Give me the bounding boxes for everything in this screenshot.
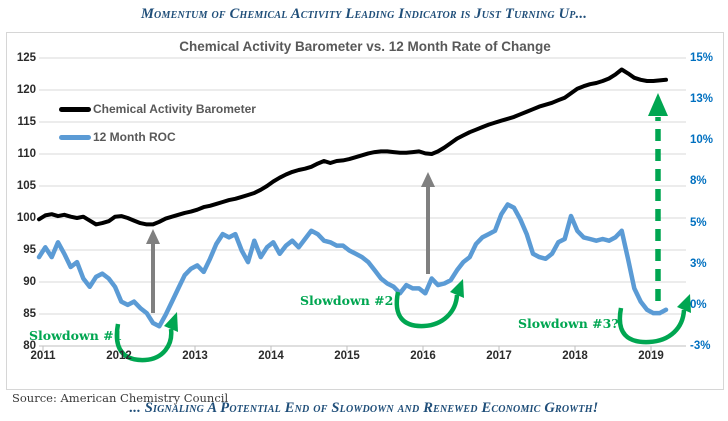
page-title-top: Momentum of Chemical Activity Leading In… — [140, 6, 588, 22]
x-tick-2015: 2015 — [334, 350, 360, 362]
y-right-tick-8%: 8% — [690, 175, 707, 188]
y-right-tick-10%: 10% — [690, 134, 714, 147]
y-left-tick-125: 125 — [16, 52, 36, 64]
source-note: Source: American Chemistry Council — [12, 391, 229, 405]
y-left-tick-105: 105 — [16, 180, 36, 192]
legend-row-roc: 12 Month ROC — [59, 123, 256, 151]
page-title-bottom: ... Signaling A Potential End of Slowdow… — [129, 400, 599, 416]
y-left-tick-95: 95 — [23, 244, 36, 256]
x-tick-2019: 2019 — [638, 350, 664, 362]
roc-line-series — [36, 202, 669, 329]
x-tick-2014: 2014 — [258, 350, 284, 362]
cab-line-swatch-icon — [59, 106, 91, 112]
recovery-arc-2 — [394, 279, 464, 329]
y-right-tick-3%: 3% — [690, 257, 707, 270]
y-right-tick-15%: 15% — [690, 52, 714, 64]
x-tick-2013: 2013 — [182, 350, 208, 362]
chart-title: Chemical Activity Barometer vs. 12 Month… — [179, 39, 551, 54]
y-left-tick-85: 85 — [23, 308, 36, 320]
chart-legend: Chemical Activity Barometer 12 Month ROC — [59, 95, 256, 151]
y-right-tick-5%: 5% — [690, 216, 707, 229]
x-tick-2017: 2017 — [486, 350, 512, 362]
recovery-arc-1 — [114, 312, 178, 363]
cab-line-series — [37, 67, 668, 227]
chart-plot — [36, 57, 691, 363]
y-left-tick-100: 100 — [16, 212, 36, 224]
x-tick-2018: 2018 — [562, 350, 588, 362]
chart-area: Chemical Activity Barometer vs. 12 Month… — [6, 32, 724, 390]
y-left-tick-110: 110 — [17, 148, 36, 160]
recovery-arc-3 — [617, 294, 691, 345]
legend-label-roc: 12 Month ROC — [93, 130, 176, 144]
slowdown-2-label: Slowdown #2 — [300, 293, 394, 308]
legend-label-cab: Chemical Activity Barometer — [93, 102, 256, 116]
roc-line-swatch-icon — [59, 134, 91, 140]
gray-up-arrow-2012 — [146, 229, 160, 313]
legend-row-cab: Chemical Activity Barometer — [59, 95, 256, 123]
gray-up-arrow-2016 — [421, 172, 435, 274]
y-right-tick-0%: 0% — [690, 298, 707, 311]
slowdown-1-label: Slowdown #1 — [29, 328, 123, 343]
y-right-tick--3%: -3% — [690, 340, 711, 352]
y-left-tick-120: 120 — [16, 84, 36, 96]
x-tick-2011: 2011 — [30, 350, 56, 362]
y-left-tick-80: 80 — [23, 340, 36, 352]
slowdown-3-label: Slowdown #3? — [518, 316, 619, 331]
y-left-tick-90: 90 — [23, 276, 36, 288]
x-tick-2012: 2012 — [106, 350, 132, 362]
y-right-tick-13%: 13% — [690, 93, 714, 106]
y-left-tick-115: 115 — [17, 116, 36, 128]
green-dashed-up-arrow — [648, 93, 668, 301]
x-tick-2016: 2016 — [410, 350, 436, 362]
